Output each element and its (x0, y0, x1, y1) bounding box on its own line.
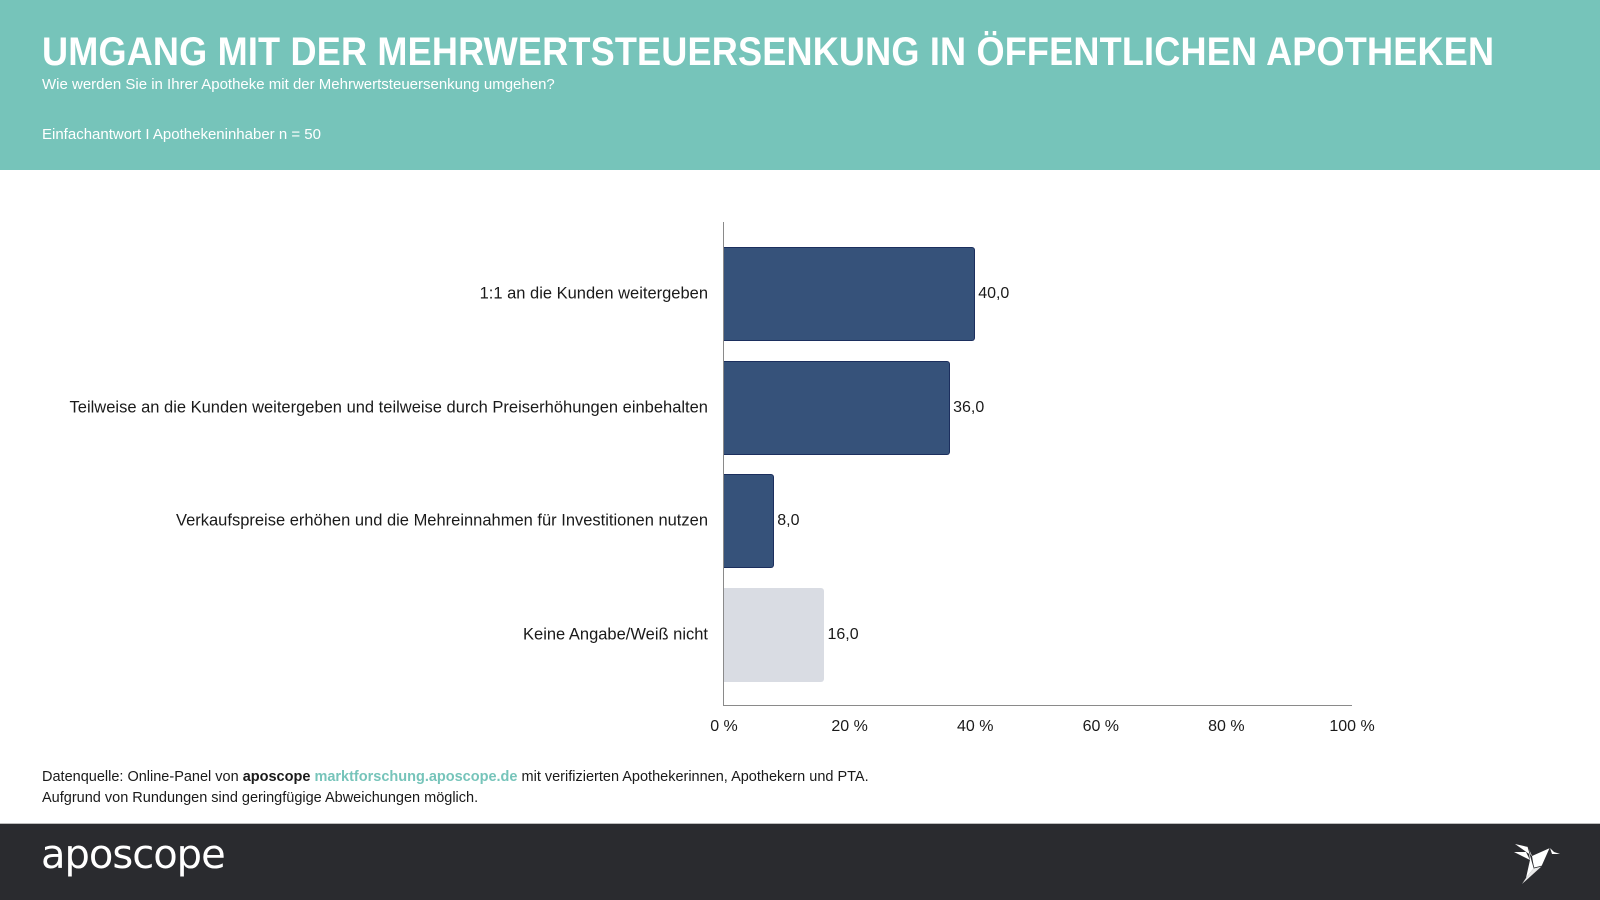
source-brand: aposcope (242, 769, 311, 785)
page-subtitle: Wie werden Sie in Ihrer Apotheke mit der… (42, 76, 555, 93)
category-label: Teilweise an die Kunden weitergeben und … (69, 398, 708, 416)
value-label: 40,0 (978, 285, 1010, 302)
page-title: UMGANG MIT DER MEHRWERTSTEUERSENKUNG IN … (42, 30, 1495, 74)
source-link[interactable]: marktforschung.aposcope.de (314, 769, 518, 785)
value-label: 8,0 (777, 512, 800, 529)
bar (724, 360, 951, 455)
x-tick-label: 0 % (710, 718, 738, 735)
x-tick-label: 20 % (831, 718, 868, 735)
source-line: Datenquelle: Online-Panel von aposcope m… (42, 767, 869, 788)
value-label: 36,0 (953, 398, 985, 416)
sample-info: Einfachantwort I Apothekeninhaber n = 50 (42, 126, 321, 143)
x-tick-label: 60 % (1082, 718, 1120, 735)
header-banner: UMGANG MIT DER MEHRWERTSTEUERSENKUNG IN … (0, 0, 1600, 170)
category-label: 1:1 an die Kunden weitergeben (479, 284, 708, 303)
bar (724, 247, 976, 341)
x-tick-label: 100 % (1329, 718, 1375, 735)
footer-bar: aposcope (0, 823, 1600, 900)
aposcope-logo: aposcope (41, 832, 226, 878)
source-suffix: mit verifizierten Apothekerinnen, Apothe… (517, 769, 869, 785)
category-label: Keine Angabe/Weiß nicht (523, 625, 708, 643)
y-axis-line (723, 222, 724, 705)
x-axis-line (723, 705, 1352, 706)
bar (724, 587, 825, 682)
rounding-note: Aufgrund von Rundungen sind geringfügige… (42, 790, 479, 806)
origami-bird-icon (1514, 844, 1560, 884)
x-tick-label: 40 % (956, 718, 994, 735)
x-tick-label: 80 % (1208, 718, 1245, 735)
bar (724, 474, 775, 568)
source-note: Datenquelle: Online-Panel von aposcope m… (42, 767, 869, 809)
source-prefix: Datenquelle: Online-Panel von (42, 769, 243, 785)
category-label: Verkaufspreise erhöhen und die Mehreinna… (175, 511, 708, 530)
value-label: 16,0 (827, 625, 859, 643)
